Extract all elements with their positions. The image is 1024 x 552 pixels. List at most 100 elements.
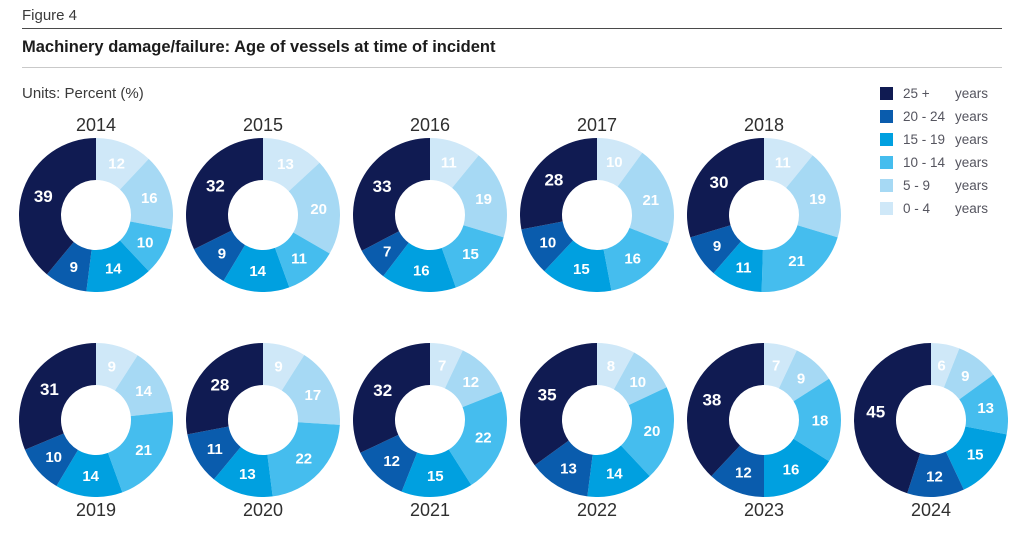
top-divider bbox=[22, 28, 1002, 29]
donut-chart-2014: 12 16 10 14 9 39 bbox=[19, 138, 173, 292]
segment-value-2019-0-4: 9 bbox=[108, 359, 116, 376]
legend-item-15-19: 15 - 19 years bbox=[880, 128, 988, 151]
segment-value-2021-15-19: 15 bbox=[427, 468, 444, 485]
segment-value-2023-10-14: 18 bbox=[812, 412, 829, 429]
segment-2016-25plus bbox=[353, 138, 430, 251]
donut-chart-2018: 11 19 21 11 9 30 bbox=[687, 138, 841, 292]
segment-2021-10-14 bbox=[448, 391, 507, 486]
legend-color-chip bbox=[880, 179, 893, 192]
segment-2021-15-19 bbox=[401, 449, 472, 497]
chart-cell-2021: 7 12 22 15 12 32 2021 bbox=[353, 343, 507, 523]
segment-value-2014-5-9: 16 bbox=[141, 190, 158, 207]
segment-2021-5-9 bbox=[444, 350, 502, 408]
donut-chart-2023: 79 18 16 12 38 bbox=[687, 343, 841, 497]
segment-value-2014-25plus: 39 bbox=[34, 187, 53, 206]
year-label-2022: 2022 bbox=[576, 500, 618, 520]
donut-chart-2021: 7 12 22 15 12 32 bbox=[353, 343, 507, 497]
segment-2024-20-24 bbox=[907, 451, 964, 497]
segment-value-2017-0-4: 10 bbox=[606, 154, 623, 171]
segment-2019-10-14 bbox=[107, 411, 173, 493]
donut-chart-2017: 10 21 16 15 10 28 bbox=[520, 138, 674, 292]
segment-value-2019-10-14: 21 bbox=[135, 442, 152, 459]
segment-value-2020-20-24: 11 bbox=[207, 441, 223, 458]
year-label-2018: 2018 bbox=[743, 115, 785, 135]
segment-2017-0-4 bbox=[597, 138, 643, 187]
segment-2016-15-19 bbox=[383, 242, 456, 292]
figure-label: Figure 4 bbox=[22, 7, 78, 24]
legend-suffix-label: years bbox=[955, 155, 989, 170]
segment-value-2015-25plus: 32 bbox=[206, 177, 225, 196]
legend: 25 + years 20 - 24 years 15 - 19 years 10 - 14… bbox=[880, 82, 988, 220]
legend-suffix-label: years bbox=[955, 201, 989, 216]
segment-2023-15-19 bbox=[764, 438, 830, 497]
segment-2023-0-4 bbox=[764, 343, 797, 389]
chart-cell-2015: 2015 13 20 11 14 9 32 bbox=[186, 112, 340, 292]
segment-2014-5-9 bbox=[119, 158, 173, 230]
legend-item-5-9: 5 - 9 years bbox=[880, 174, 988, 197]
legend-range-label: 25 + bbox=[903, 86, 930, 101]
segment-2015-5-9 bbox=[288, 162, 340, 254]
segment-2017-15-19 bbox=[544, 240, 612, 292]
segment-2019-0-4 bbox=[96, 343, 138, 391]
segment-value-2017-10-14: 16 bbox=[624, 251, 641, 268]
segment-2022-5-9 bbox=[613, 352, 667, 406]
segment-2016-10-14 bbox=[441, 225, 504, 288]
segment-2024-25plus bbox=[854, 343, 931, 494]
segment-value-2018-0-4: 11 bbox=[775, 155, 791, 172]
segment-value-2024-0-4: 6 bbox=[937, 357, 945, 374]
segment-2015-0-4 bbox=[263, 138, 320, 192]
segment-value-2024-15-19: 15 bbox=[967, 447, 984, 464]
segment-value-2015-0-4: 13 bbox=[277, 156, 294, 173]
segment-value-2015-5-9: 20 bbox=[310, 201, 327, 218]
segment-2018-15-19 bbox=[713, 241, 763, 292]
segment-value-2015-20-24: 9 bbox=[218, 245, 226, 262]
segment-2016-20-24 bbox=[361, 231, 409, 277]
chart-cell-2022: 8 10 20 14 13 35 2022 bbox=[520, 343, 674, 523]
segment-value-2020-25plus: 28 bbox=[210, 375, 229, 394]
segment-2024-15-19 bbox=[945, 426, 1007, 490]
segment-value-2015-15-19: 14 bbox=[249, 263, 266, 280]
segment-value-2024-5-9: 9 bbox=[961, 368, 969, 385]
segment-2019-15-19 bbox=[56, 450, 123, 497]
segment-2024-10-14 bbox=[959, 374, 1008, 435]
segment-value-2018-5-9: 19 bbox=[809, 191, 826, 208]
segment-2018-5-9 bbox=[786, 155, 841, 238]
segment-2020-25plus bbox=[186, 343, 263, 435]
chart-cell-2018: 2018 11 19 21 11 9 30 bbox=[687, 112, 841, 292]
segment-2015-15-19 bbox=[223, 245, 290, 292]
figure-title: Machinery damage/failure: Age of vessels… bbox=[22, 38, 496, 56]
segment-2020-20-24 bbox=[187, 426, 241, 480]
segment-2019-25plus bbox=[19, 343, 96, 450]
segment-value-2023-0-4: 7 bbox=[772, 358, 780, 375]
chart-cell-2017: 2017 10 21 16 15 10 28 bbox=[520, 112, 674, 292]
segment-2020-15-19 bbox=[213, 446, 273, 497]
segment-2023-10-14 bbox=[793, 378, 841, 462]
segment-value-2019-5-9: 14 bbox=[135, 383, 152, 400]
segment-value-2017-25plus: 28 bbox=[544, 170, 563, 189]
segment-2021-0-4 bbox=[430, 343, 463, 389]
legend-color-chip bbox=[880, 110, 893, 123]
segment-value-2024-10-14: 13 bbox=[977, 400, 994, 417]
legend-range-label: 20 - 24 bbox=[903, 109, 946, 124]
year-label-2023: 2023 bbox=[743, 500, 785, 520]
segment-2016-0-4 bbox=[430, 138, 479, 188]
segment-2018-20-24 bbox=[690, 225, 742, 274]
segment-2018-10-14 bbox=[761, 225, 838, 292]
segment-value-2017-20-24: 10 bbox=[540, 234, 557, 251]
segment-2023-20-24 bbox=[711, 445, 764, 497]
segment-value-2014-20-24: 9 bbox=[70, 259, 78, 276]
title-divider bbox=[22, 67, 1002, 68]
segment-value-2014-15-19: 14 bbox=[105, 261, 122, 278]
legend-suffix-label: years bbox=[955, 109, 989, 124]
segment-value-2016-25plus: 33 bbox=[373, 177, 392, 196]
year-label-2020: 2020 bbox=[242, 500, 284, 520]
segment-value-2023-15-19: 16 bbox=[783, 462, 800, 479]
year-label-2021: 2021 bbox=[409, 500, 451, 520]
legend-color-chip bbox=[880, 202, 893, 215]
segment-2014-10-14 bbox=[119, 221, 172, 272]
legend-suffix-label: years bbox=[955, 132, 989, 147]
segment-value-2023-20-24: 12 bbox=[735, 465, 752, 482]
segment-2016-5-9 bbox=[452, 155, 507, 238]
segment-2024-0-4 bbox=[931, 343, 960, 388]
segment-value-2021-10-14: 22 bbox=[475, 430, 492, 447]
